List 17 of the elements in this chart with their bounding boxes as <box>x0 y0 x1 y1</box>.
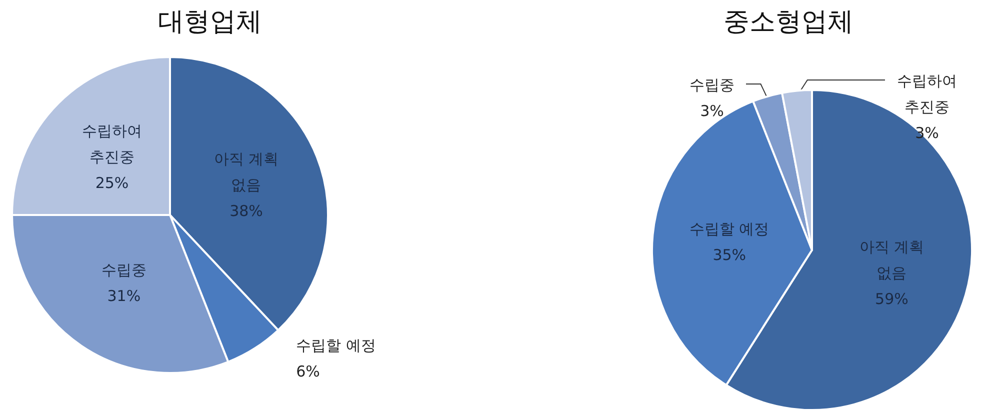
data-label: 3% <box>700 102 724 120</box>
chart-title: 대형업체 <box>158 7 262 37</box>
data-label: 31% <box>107 286 141 305</box>
slice-label: 수립하여 추진중 <box>82 122 142 166</box>
slice-label: 아직 계획 없음 <box>214 150 279 194</box>
data-label: 35% <box>712 246 746 264</box>
slice-label: 수립할 예정 <box>296 336 376 355</box>
data-label: 6% <box>296 362 320 381</box>
slice-label: 아직 계획 없음 <box>859 238 924 282</box>
slice-label: 수립중 <box>101 260 146 279</box>
data-label: 59% <box>875 290 908 308</box>
data-label: 38% <box>230 202 263 220</box>
data-label: 25% <box>95 174 129 192</box>
chart-title: 중소형업체 <box>724 7 854 37</box>
slice-label: 수립중 <box>690 76 734 94</box>
slice-label: 수립할 예정 <box>689 220 770 238</box>
slice-label: 수립하여 추진중 <box>897 72 957 116</box>
